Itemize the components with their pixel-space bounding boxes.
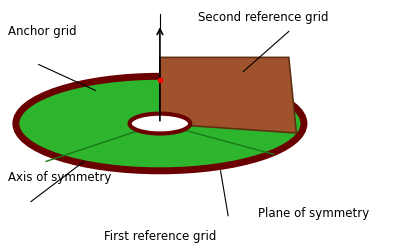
Text: Second reference grid: Second reference grid (198, 11, 328, 24)
Text: Plane of symmetry: Plane of symmetry (258, 207, 370, 220)
Text: Anchor grid: Anchor grid (8, 25, 77, 38)
Polygon shape (160, 57, 296, 133)
Ellipse shape (16, 76, 304, 171)
Ellipse shape (130, 114, 190, 134)
Text: First reference grid: First reference grid (104, 230, 216, 243)
Text: Axis of symmetry: Axis of symmetry (8, 172, 112, 184)
